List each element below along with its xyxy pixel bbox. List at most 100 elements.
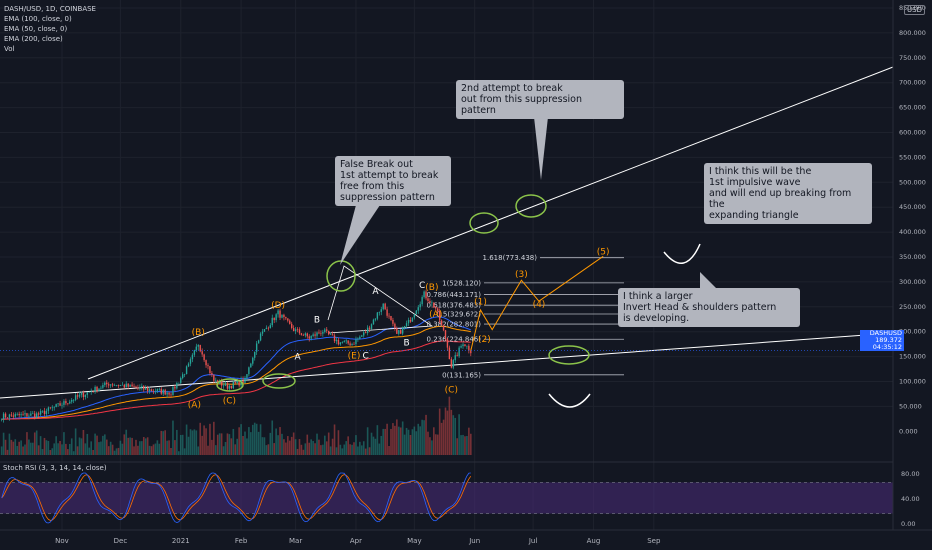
volume-bar bbox=[421, 419, 423, 455]
candle-body bbox=[30, 413, 32, 416]
volume-bar bbox=[253, 422, 256, 455]
price-axis-tick: 300.000 bbox=[899, 278, 926, 286]
volume-bar bbox=[51, 448, 54, 455]
volume-bar bbox=[144, 438, 147, 455]
volume-bar bbox=[113, 450, 116, 455]
legend-ema50[interactable]: EMA (50, close, 0) bbox=[4, 25, 68, 33]
candle-body bbox=[429, 300, 431, 303]
volume-bar bbox=[201, 435, 203, 455]
time-axis-tick: Dec bbox=[114, 537, 128, 545]
volume-bar bbox=[14, 439, 17, 455]
currency-badge[interactable]: USD bbox=[904, 5, 925, 15]
candle-body bbox=[368, 327, 371, 329]
candle-body bbox=[205, 360, 207, 366]
candle-body bbox=[431, 302, 433, 304]
price-axis-tick: 800.000 bbox=[899, 29, 926, 37]
candle-body bbox=[127, 383, 129, 387]
candle-body bbox=[69, 401, 71, 404]
candle-body bbox=[343, 341, 345, 343]
volume-bar bbox=[88, 447, 91, 455]
wave-label: A bbox=[372, 287, 379, 297]
volume-bar bbox=[468, 427, 470, 455]
wave-label: (C) bbox=[445, 386, 458, 396]
candle-body bbox=[458, 347, 460, 357]
highlight-ellipse bbox=[216, 378, 244, 392]
volume-bar bbox=[96, 435, 98, 455]
wave-label: (D) bbox=[271, 301, 285, 311]
candle-body bbox=[363, 332, 365, 336]
volume-bar bbox=[415, 431, 418, 455]
legend-ema100[interactable]: EMA (100, close, 0) bbox=[4, 15, 72, 23]
candle-body bbox=[55, 404, 57, 407]
candle-body bbox=[92, 391, 94, 393]
candle-body bbox=[53, 406, 55, 408]
price-axis-tick: 750.000 bbox=[899, 54, 926, 62]
volume-bar bbox=[283, 439, 285, 455]
price-axis-tick: 500.000 bbox=[899, 178, 926, 186]
volume-bar bbox=[259, 424, 262, 455]
time-axis-tick: 2021 bbox=[172, 537, 190, 545]
fib-level-label: 0.5(329.6?2) bbox=[436, 310, 481, 318]
legend-vol[interactable]: Vol bbox=[4, 45, 15, 53]
volume-bar bbox=[115, 448, 118, 455]
candle-body bbox=[380, 309, 382, 312]
volume-bar bbox=[18, 441, 20, 455]
volume-bar bbox=[427, 431, 429, 455]
candle-body bbox=[125, 383, 127, 388]
candle-body bbox=[72, 399, 75, 401]
volume-bar bbox=[357, 446, 359, 455]
candle-body bbox=[174, 386, 176, 389]
candle-body bbox=[209, 366, 211, 374]
volume-bar bbox=[211, 439, 213, 455]
candle-body bbox=[150, 389, 153, 391]
highlight-ellipses bbox=[216, 108, 720, 408]
candle-body bbox=[226, 383, 229, 389]
volume-bar bbox=[351, 444, 353, 455]
volume-bar bbox=[41, 449, 44, 455]
volume-bar bbox=[39, 436, 42, 455]
candle-body bbox=[341, 342, 344, 343]
wave-label: C bbox=[363, 351, 369, 361]
volume-bar bbox=[405, 427, 408, 455]
time-axis-tick: Feb bbox=[235, 537, 248, 545]
volume-bar bbox=[133, 446, 135, 455]
candle-body bbox=[22, 414, 24, 415]
candle-body bbox=[302, 335, 305, 336]
candle-body bbox=[203, 354, 205, 361]
volume-bar bbox=[131, 437, 133, 455]
volume-bar bbox=[238, 427, 240, 455]
candle-body bbox=[382, 303, 384, 310]
fibonacci-levels: 1.618(773.438) 1(528.120) 0.786(443.171) 0.… bbox=[427, 254, 624, 379]
volume-bar bbox=[466, 435, 468, 455]
candle-body bbox=[417, 307, 419, 311]
wave-label: A bbox=[294, 353, 301, 363]
volume-bar bbox=[57, 443, 59, 455]
volume-bar bbox=[374, 438, 377, 455]
candle-body bbox=[384, 303, 386, 310]
candle-body bbox=[34, 413, 36, 418]
volume-bar bbox=[384, 428, 386, 455]
volume-bar bbox=[228, 434, 231, 455]
volume-bar bbox=[316, 433, 318, 455]
volume-bar bbox=[265, 445, 268, 455]
candle-body bbox=[275, 314, 277, 321]
legend-ema200[interactable]: EMA (200, close) bbox=[4, 35, 63, 43]
candle-body bbox=[263, 329, 266, 332]
candle-body bbox=[306, 333, 308, 337]
fib-level-label: 0.382(282.801) bbox=[427, 321, 482, 329]
volume-bar bbox=[16, 445, 19, 455]
candle-body bbox=[257, 340, 260, 344]
candle-body bbox=[329, 334, 332, 335]
candle-body bbox=[411, 317, 414, 322]
volume-bars bbox=[0, 396, 472, 455]
volume-bar bbox=[370, 432, 373, 455]
volume-bar bbox=[337, 430, 340, 455]
volume-bar bbox=[401, 421, 404, 455]
volume-bar bbox=[53, 443, 56, 455]
callout-false-breakout: False Break out 1st attempt to break fre… bbox=[335, 156, 451, 206]
candle-body bbox=[35, 413, 38, 418]
candle-body bbox=[314, 334, 316, 336]
candle-body bbox=[63, 401, 65, 405]
